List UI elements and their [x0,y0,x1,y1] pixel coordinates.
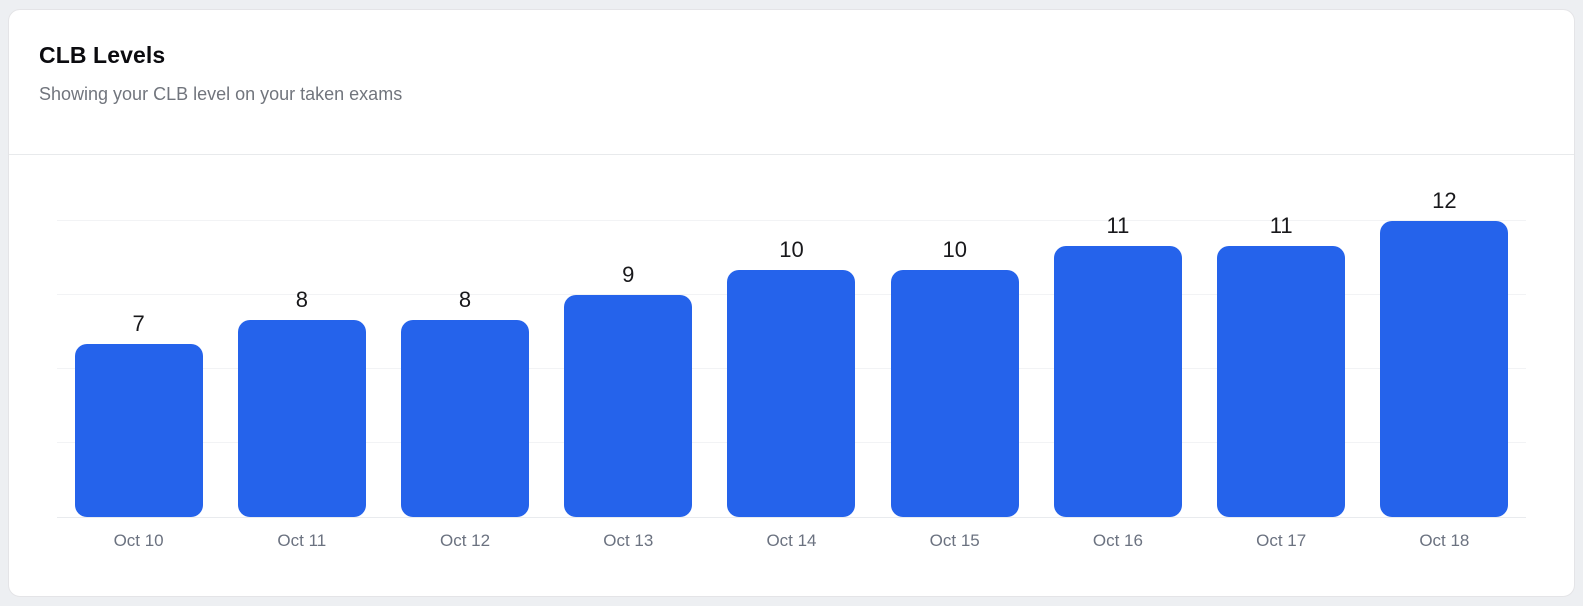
bar-value-label: 9 [622,262,635,287]
bar-column: 8 [220,155,383,517]
bar-chart: 7 8 8 9 10 10 11 11 12 Oct 10 Oct 11 Oct 12 Oct 13 O… [9,155,1574,596]
card-title: CLB Levels [39,42,166,68]
bar-column: 10 [873,155,1036,517]
bar-column: 11 [1200,155,1363,517]
bar-column: 9 [547,155,710,517]
bar-column: 10 [710,155,873,517]
gridline-y-12 [57,220,1526,221]
x-axis-tick-label: Oct 15 [929,531,980,550]
bar-column: 11 [1036,155,1199,517]
bar-oct-15[interactable] [890,270,1019,517]
x-axis-tick-label: Oct 13 [603,531,654,550]
x-axis-tick-label: Oct 18 [1419,531,1470,550]
x-axis-tick-label: Oct 17 [1256,531,1307,550]
bars-row: 7 8 8 9 10 10 11 11 12 [57,155,1526,517]
bar-value-label: 12 [1432,188,1457,213]
card-subtitle: Showing your CLB level on your taken exa… [39,84,403,104]
bar-oct-17[interactable] [1217,245,1346,517]
clb-levels-card: CLB Levels Showing your CLB level on you… [8,9,1575,597]
x-axis-tick-label: Oct 12 [440,531,491,550]
bar-oct-10[interactable] [74,344,203,517]
card-header: CLB Levels Showing your CLB level on you… [9,10,1574,155]
bar-oct-13[interactable] [564,295,693,517]
x-axis-tick-label: Oct 10 [113,531,164,550]
bar-value-label: 8 [295,286,308,312]
bar-oct-18[interactable] [1380,221,1509,517]
x-axis-tick-label: Oct 14 [766,531,817,550]
bar-column: 12 [1363,155,1526,517]
bar-oct-12[interactable] [401,319,530,517]
x-axis-tick-label: Oct 11 [277,531,327,550]
bar-value-label: 10 [942,237,967,263]
bar-column: 8 [383,155,546,517]
bar-oct-14[interactable] [727,270,856,517]
bar-value-label: 10 [779,237,804,263]
bar-value-label: 8 [458,286,472,312]
x-axis-tick-label: Oct 16 [1092,531,1143,550]
x-axis: Oct 10 Oct 11 Oct 12 Oct 13 Oct 14 Oct 15 Oct … [57,518,1526,551]
bar-column: 7 [57,155,220,517]
bar-oct-16[interactable] [1053,245,1182,517]
plot-area: 7 8 8 9 10 10 11 11 12 [57,155,1526,518]
bar-oct-11[interactable] [237,319,366,517]
bar-value-label: 11 [1106,212,1130,238]
bar-value-label: 11 [1269,212,1293,238]
bar-value-label: 7 [132,311,145,337]
